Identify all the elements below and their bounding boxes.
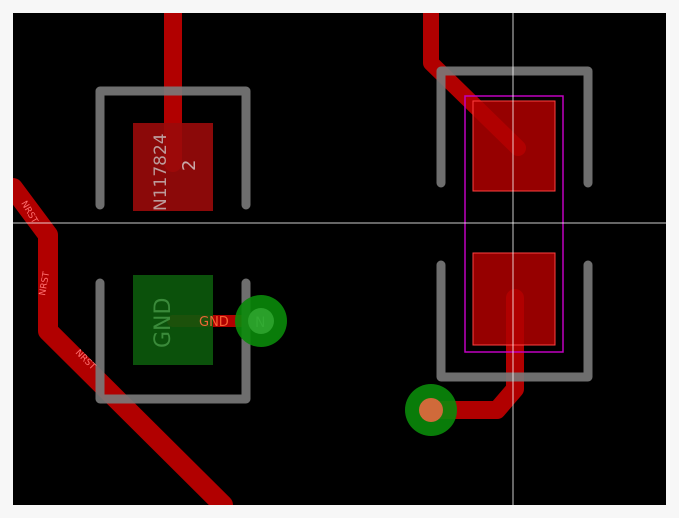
- pad-right-top[interactable]: [472, 100, 556, 192]
- via-gnd[interactable]: [235, 295, 287, 347]
- component-designator: N117824: [151, 133, 171, 211]
- pad-u1-gnd[interactable]: [133, 275, 213, 365]
- selection-outline: [464, 95, 564, 353]
- silk-right-top-bracket: [436, 66, 593, 188]
- silk-right-bottom-bracket: [436, 260, 593, 382]
- pcb-canvas[interactable]: N117824 2 GND GND N NRST NRST NRST: [13, 13, 666, 505]
- pin-number-label: 2: [179, 160, 200, 171]
- gnd-pad-label: GND: [151, 298, 176, 348]
- via-bottom[interactable]: [405, 384, 457, 436]
- gnd-trace-label: GND: [199, 315, 229, 330]
- trace-nrst[interactable]: [13, 178, 233, 505]
- crosshair-cursor: [13, 13, 666, 505]
- pcb-layout-svg[interactable]: N117824 2 GND GND N NRST NRST NRST: [13, 13, 666, 505]
- net-label-middle: NRST: [38, 270, 52, 296]
- pad-right-bottom[interactable]: [472, 252, 556, 346]
- via-label: N: [255, 315, 265, 331]
- pad-u1-pin2[interactable]: [133, 123, 213, 211]
- silk-left-top-bracket: [95, 86, 251, 210]
